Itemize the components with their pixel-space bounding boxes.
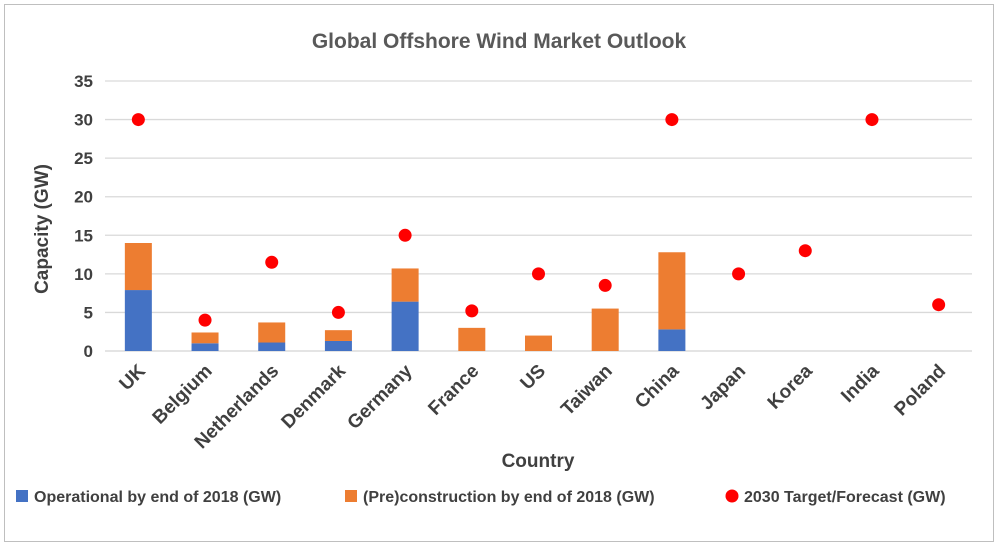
target-point-uk [131, 113, 145, 127]
y-axis-ticks: 0 5 10 15 20 25 30 35 [74, 72, 93, 361]
target-point-china [665, 113, 679, 127]
y-axis-label: Capacity (GW) [32, 164, 53, 294]
y-tick-label: 25 [74, 149, 93, 168]
target-point-poland [932, 298, 946, 312]
x-tick-label: France [424, 361, 483, 420]
target-point-denmark [331, 305, 345, 319]
x-tick-label: Germany [344, 360, 417, 433]
target-point-india [865, 113, 879, 127]
y-tick-label: 5 [84, 303, 93, 322]
legend-label: (Pre)construction by end of 2018 (GW) [363, 489, 655, 506]
target-point-us [532, 267, 545, 281]
target-point-korea [798, 244, 812, 258]
x-tick-label: Poland [891, 361, 951, 421]
bar-uk-construction [124, 243, 152, 291]
scatter-points [131, 113, 946, 327]
y-tick-label: 15 [74, 226, 93, 245]
y-tick-label: 10 [74, 265, 93, 284]
legend-swatch [16, 490, 28, 502]
x-tick-label: Denmark [278, 360, 351, 433]
bar-uk-operational [124, 290, 152, 351]
bar-denmark-construction [324, 330, 352, 341]
bar-germany-construction [391, 268, 419, 302]
x-tick-label: Taiwan [557, 361, 616, 420]
bar-germany-operational [391, 301, 419, 351]
target-point-japan [732, 267, 746, 281]
bar-china-construction [658, 252, 686, 330]
bar-belgium-operational [191, 343, 219, 351]
target-point-taiwan [598, 278, 612, 292]
x-tick-label: China [631, 360, 683, 412]
x-tick-label: India [837, 360, 884, 407]
bar-china-operational [658, 329, 686, 351]
legend-swatch [345, 490, 357, 502]
target-point-netherlands [265, 255, 279, 269]
bar-netherlands-construction [258, 322, 286, 343]
legend-label: 2030 Target/Forecast (GW) [744, 489, 946, 506]
gridlines [105, 80, 972, 352]
chart-title: Global Offshore Wind Market Outlook [312, 30, 687, 53]
legend-label: Operational by end of 2018 (GW) [34, 489, 281, 506]
x-tick-label: Korea [764, 360, 817, 413]
legend-swatch [725, 489, 739, 503]
chart-frame [4, 4, 994, 542]
bar-taiwan-construction [591, 308, 619, 351]
bar-netherlands-operational [258, 342, 286, 351]
y-tick-label: 30 [74, 111, 93, 130]
target-point-france [465, 304, 479, 318]
target-point-germany [398, 228, 412, 242]
bar-us-construction [525, 335, 552, 351]
bar-france-construction [458, 327, 486, 351]
x-tick-label: US [517, 361, 551, 395]
bars [124, 243, 686, 351]
y-tick-label: 35 [74, 72, 93, 91]
x-tick-label: Japan [696, 361, 750, 415]
x-tick-label: UK [116, 360, 150, 394]
bar-denmark-operational [324, 340, 352, 351]
x-tick-label: Belgium [149, 361, 217, 429]
legend: Operational by end of 2018 (GW) (Pre)cons… [16, 489, 946, 506]
target-point-belgium [198, 313, 212, 327]
x-axis-label: Country [502, 451, 575, 472]
y-tick-label: 20 [74, 188, 93, 207]
y-tick-label: 0 [84, 342, 93, 361]
bar-belgium-construction [191, 332, 219, 344]
